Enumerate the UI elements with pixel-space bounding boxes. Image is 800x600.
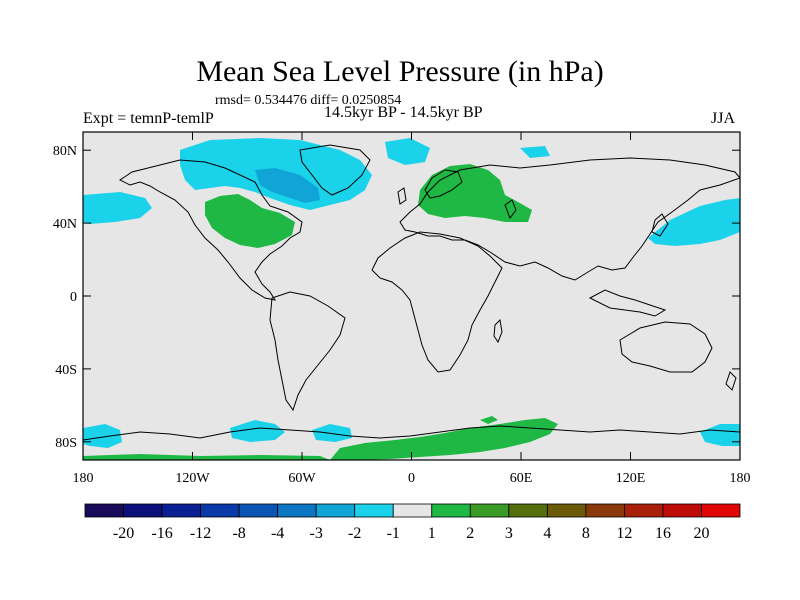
x-tick-label: 60E bbox=[510, 471, 533, 486]
anomaly-antarctic-positive-small bbox=[480, 416, 498, 424]
coast-greenland bbox=[299, 144, 371, 196]
anomaly-southern-ocean-negative-3 bbox=[312, 424, 352, 442]
anomaly-southern-ocean-negative-2 bbox=[230, 420, 285, 442]
colorbar-swatch bbox=[469, 503, 510, 518]
x-tick-label: 120W bbox=[175, 471, 210, 486]
colorbar-label: -16 bbox=[151, 525, 172, 542]
colorbar-label: 4 bbox=[543, 525, 551, 542]
y-tick-label: 0 bbox=[70, 290, 77, 305]
coast-scandinavia bbox=[424, 169, 463, 199]
x-tick-label: 180 bbox=[73, 471, 94, 486]
colorbar-label: 3 bbox=[505, 525, 513, 542]
season-label: JJA bbox=[711, 110, 736, 127]
coast-south-america bbox=[269, 291, 346, 412]
colorbar-label: 16 bbox=[655, 525, 671, 542]
colorbar-swatch bbox=[84, 503, 124, 518]
colorbar-swatch bbox=[123, 503, 163, 518]
colorbar-label: 20 bbox=[693, 525, 709, 542]
colorbar-swatch bbox=[354, 503, 394, 518]
anomaly-fields bbox=[83, 138, 740, 460]
colorbar-label: -20 bbox=[113, 525, 134, 542]
anomaly-north-pacific-west-negative bbox=[648, 198, 740, 246]
coast-australia bbox=[619, 321, 713, 373]
anomaly-greenland-strong bbox=[255, 168, 320, 203]
colorbar-label: -3 bbox=[310, 525, 323, 542]
colorbar-swatch bbox=[662, 503, 702, 518]
colorbar-swatch bbox=[200, 503, 240, 518]
colorbar-label: 2 bbox=[466, 525, 474, 542]
colorbar-label: -4 bbox=[271, 525, 284, 542]
coast-africa bbox=[371, 231, 503, 373]
anomaly-southern-ocean-negative-1 bbox=[83, 424, 122, 448]
coast-japan bbox=[651, 213, 669, 237]
y-axis: 80N 40N 0 40S 80S bbox=[53, 144, 740, 451]
colorbar-label: -2 bbox=[348, 525, 361, 542]
coast-uk bbox=[397, 187, 407, 205]
colorbar-label: -1 bbox=[387, 525, 400, 542]
colorbar-swatch bbox=[701, 503, 741, 518]
colorbar-label: -8 bbox=[232, 525, 245, 542]
colorbar-swatch bbox=[277, 503, 317, 518]
y-tick-label: 80N bbox=[53, 144, 77, 159]
colorbar: -20 -16 -12 -8 -4 -3 -2 -1 1 2 3 4 8 12 16 20 bbox=[84, 503, 741, 542]
colorbar-swatch bbox=[508, 503, 548, 518]
colorbar-swatch bbox=[161, 503, 201, 518]
colorbar-label: 12 bbox=[616, 525, 632, 542]
experiment-label: Expt = temnP-temlP bbox=[83, 110, 214, 127]
x-tick-label: 120E bbox=[616, 471, 646, 486]
anomaly-eurasia-positive bbox=[418, 164, 532, 222]
y-tick-label: 40S bbox=[55, 363, 77, 378]
colorbar-swatch bbox=[546, 503, 587, 518]
anomaly-south-pole-positive bbox=[83, 454, 330, 460]
y-tick-label: 80S bbox=[55, 436, 77, 451]
map-background bbox=[83, 132, 740, 460]
anomaly-bering-negative bbox=[520, 146, 550, 158]
period-label: 14.5kyr BP - 14.5kyr BP bbox=[324, 104, 483, 121]
colorbar-swatch bbox=[392, 503, 433, 518]
anomaly-north-pacific-east-negative bbox=[83, 192, 152, 224]
colorbar-label: -12 bbox=[190, 525, 211, 542]
stats-label: rmsd= 0.534476 diff= 0.0250854 bbox=[215, 93, 402, 108]
y-tick-label: 40N bbox=[53, 217, 77, 232]
coast-caspian bbox=[504, 199, 517, 220]
x-axis: 180 120W 60W 0 60E 120E 180 bbox=[73, 132, 751, 486]
coast-madagascar bbox=[493, 318, 503, 344]
x-tick-label: 180 bbox=[730, 471, 751, 486]
coast-north-america bbox=[119, 159, 303, 301]
anomaly-north-america-positive bbox=[205, 194, 295, 248]
colorbar-swatch bbox=[238, 503, 279, 518]
x-tick-label: 60W bbox=[288, 471, 316, 486]
colorbar-label: 1 bbox=[428, 525, 436, 542]
colorbar-swatch bbox=[624, 503, 664, 518]
map-title: Mean Sea Level Pressure (in hPa) bbox=[196, 55, 604, 88]
coast-new-zealand bbox=[725, 371, 737, 391]
colorbar-swatch bbox=[431, 503, 471, 518]
coast-southeast-asia bbox=[588, 289, 667, 317]
colorbar-swatch bbox=[585, 503, 625, 518]
colorbar-label: 8 bbox=[582, 525, 590, 542]
anomaly-arctic-negative bbox=[385, 138, 430, 165]
coast-europe-asia bbox=[399, 157, 740, 281]
coastlines bbox=[83, 144, 740, 441]
x-tick-label: 0 bbox=[408, 471, 415, 486]
colorbar-swatch bbox=[315, 503, 356, 518]
coast-antarctica bbox=[83, 425, 740, 441]
anomaly-antarctic-positive bbox=[330, 418, 558, 460]
